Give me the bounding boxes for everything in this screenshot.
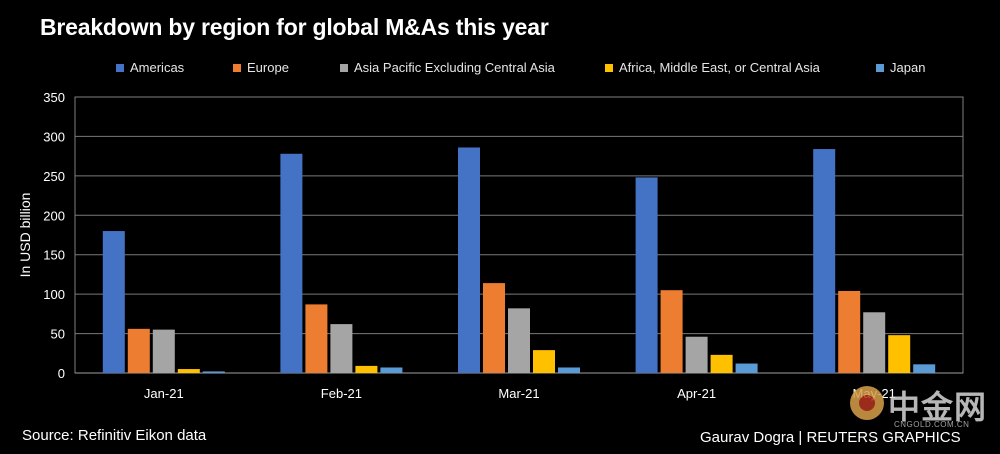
bar-asia-pacific-excluding-central-asia-feb-21 [330,324,353,373]
bar-americas-apr-21 [635,177,658,373]
y-tick-label: 350 [43,90,65,105]
x-tick-label: Feb-21 [321,386,362,401]
legend-item: Asia Pacific Excluding Central Asia [340,60,555,75]
bar-asia-pacific-excluding-central-asia-may-21 [863,312,886,373]
legend-label: Europe [247,60,289,75]
watermark-subtext: CNGOLD.COM.CN [894,420,970,429]
legend: Americas Europe Asia Pacific Excluding Cen… [0,60,1000,78]
bar-europe-may-21 [838,290,861,373]
bar-americas-mar-21 [458,147,480,373]
bar-japan-apr-21 [735,363,758,373]
legend-swatch [233,63,241,72]
y-axis-title: In USD billion [17,193,33,278]
y-tick-label: 300 [43,129,65,144]
legend-label: Asia Pacific Excluding Central Asia [354,60,555,75]
bar-africa-middle-east-or-central-asia-jan-21 [177,369,200,373]
source-note: Source: Refinitiv Eikon data [22,427,207,444]
legend-item: Africa, Middle East, or Central Asia [605,60,820,75]
bar-asia-pacific-excluding-central-asia-mar-21 [508,308,530,373]
y-tick-label: 200 [43,208,65,223]
credit-line: Gaurav Dogra | REUTERS GRAPHICS [700,429,961,446]
y-tick-label: 100 [43,287,65,302]
watermark-logo-icon [850,386,884,420]
bar-europe-apr-21 [660,290,683,373]
bar-africa-middle-east-or-central-asia-mar-21 [533,350,555,373]
bar-africa-middle-east-or-central-asia-may-21 [888,335,911,373]
bar-americas-feb-21 [280,153,303,373]
legend-swatch [876,63,884,72]
y-tick-label: 50 [51,327,65,342]
bar-japan-mar-21 [558,367,580,373]
bar-americas-jan-21 [102,231,125,373]
watermark-text: 中金网 [888,389,988,425]
bar-europe-jan-21 [127,328,150,373]
y-tick-label: 0 [58,366,65,381]
legend-label: Americas [130,60,185,75]
x-tick-label: Jan-21 [144,386,184,401]
legend-item: Japan [876,60,925,75]
y-tick-label: 250 [43,169,65,184]
bar-japan-jan-21 [202,371,225,373]
legend-item: Americas [116,60,184,75]
legend-swatch [340,63,348,72]
bar-africa-middle-east-or-central-asia-apr-21 [710,354,733,373]
bar-asia-pacific-excluding-central-asia-apr-21 [685,336,708,373]
bar-japan-may-21 [913,364,936,373]
bar-europe-feb-21 [305,304,328,373]
bar-europe-mar-21 [483,283,505,373]
bar-asia-pacific-excluding-central-asia-jan-21 [152,329,175,373]
legend-item: Europe [233,60,289,75]
bar-japan-feb-21 [380,367,403,373]
legend-swatch [116,63,124,72]
x-tick-label: Apr-21 [677,386,716,401]
legend-swatch [605,63,613,72]
x-tick-label: Mar-21 [498,386,539,401]
watermark: 中金网 CNGOLD.COM.CN [850,380,992,432]
chart-title: Breakdown by region for global M&As this… [40,14,549,40]
legend-label: Africa, Middle East, or Central Asia [619,60,820,75]
bar-americas-may-21 [813,149,836,373]
bar-africa-middle-east-or-central-asia-feb-21 [355,365,378,373]
legend-label: Japan [890,60,926,75]
y-tick-label: 150 [43,248,65,263]
